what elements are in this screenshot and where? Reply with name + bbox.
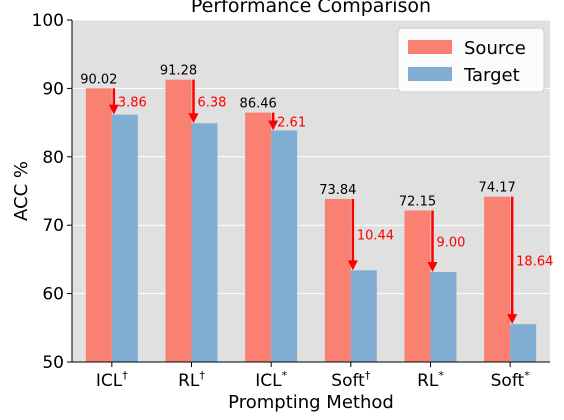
- legend-label: Source: [464, 38, 526, 59]
- bar-source: [165, 79, 192, 362]
- x-tick-label: RL†: [178, 369, 205, 391]
- drop-value-label: 3.86: [118, 95, 147, 110]
- source-value-label: 91.28: [160, 64, 197, 79]
- drop-arrows: [108, 79, 518, 325]
- bar-source: [324, 198, 351, 362]
- y-tick-label: 60: [42, 285, 64, 305]
- y-tick-label: 90: [42, 79, 64, 99]
- chart-title: Performance Comparison: [191, 0, 431, 17]
- x-tick-label: Soft*: [491, 369, 531, 391]
- bar-target: [271, 130, 298, 362]
- bar-target: [191, 123, 218, 362]
- y-tick-label: 70: [42, 216, 64, 236]
- x-axis: ICL† RL† ICL* Soft† RL* Soft*: [72, 361, 550, 391]
- source-value-label: 86.46: [240, 97, 277, 112]
- x-tick-label: ICL*: [255, 369, 287, 391]
- source-value-label: 72.15: [399, 194, 436, 209]
- y-axis-title: ACC %: [11, 161, 32, 221]
- legend: Source Target: [397, 27, 545, 93]
- drop-value-label: 2.61: [277, 116, 306, 131]
- x-tick-label: RL*: [417, 369, 444, 391]
- drop-arrow-head: [347, 260, 358, 271]
- source-value-label: 74.17: [479, 181, 516, 196]
- bar-source: [245, 112, 272, 362]
- y-tick-label: 50: [42, 353, 64, 373]
- legend-swatch: [408, 40, 452, 54]
- source-value-label: 90.02: [80, 72, 117, 87]
- legend-label: Target: [463, 65, 520, 86]
- bar-source: [404, 210, 431, 362]
- drop-arrow-head: [188, 113, 199, 124]
- bars: [85, 79, 537, 363]
- x-axis-title: Prompting Method: [228, 392, 394, 413]
- drop-value-label: 18.64: [516, 254, 553, 269]
- drop-arrow-head: [268, 120, 279, 131]
- bar-target: [510, 324, 537, 362]
- bar-target: [350, 270, 377, 362]
- data-labels: 90.023.86 91.28 6.38 86.462.61 73.84 10.44 72.…: [80, 64, 553, 270]
- drop-arrow-head: [427, 262, 438, 273]
- drop-value-label: 6.38: [198, 95, 227, 110]
- source-value-label: 73.84: [319, 183, 356, 198]
- bar-target: [111, 114, 138, 362]
- drop-arrow-head: [507, 314, 518, 325]
- y-tick-label: 80: [42, 148, 64, 168]
- drop-value-label: 10.44: [357, 229, 394, 244]
- y-tick-label: 100: [32, 11, 64, 31]
- drop-arrow-head: [108, 104, 119, 115]
- bar-target: [430, 272, 457, 362]
- bar-source: [484, 196, 511, 362]
- drop-value-label: 9.00: [437, 235, 466, 250]
- legend-swatch: [408, 67, 452, 81]
- x-tick-label: Soft†: [331, 369, 371, 391]
- y-axis: 50 60 70 80 90 100: [32, 11, 73, 373]
- x-tick-label: ICL†: [96, 369, 128, 391]
- bar-source: [85, 88, 112, 363]
